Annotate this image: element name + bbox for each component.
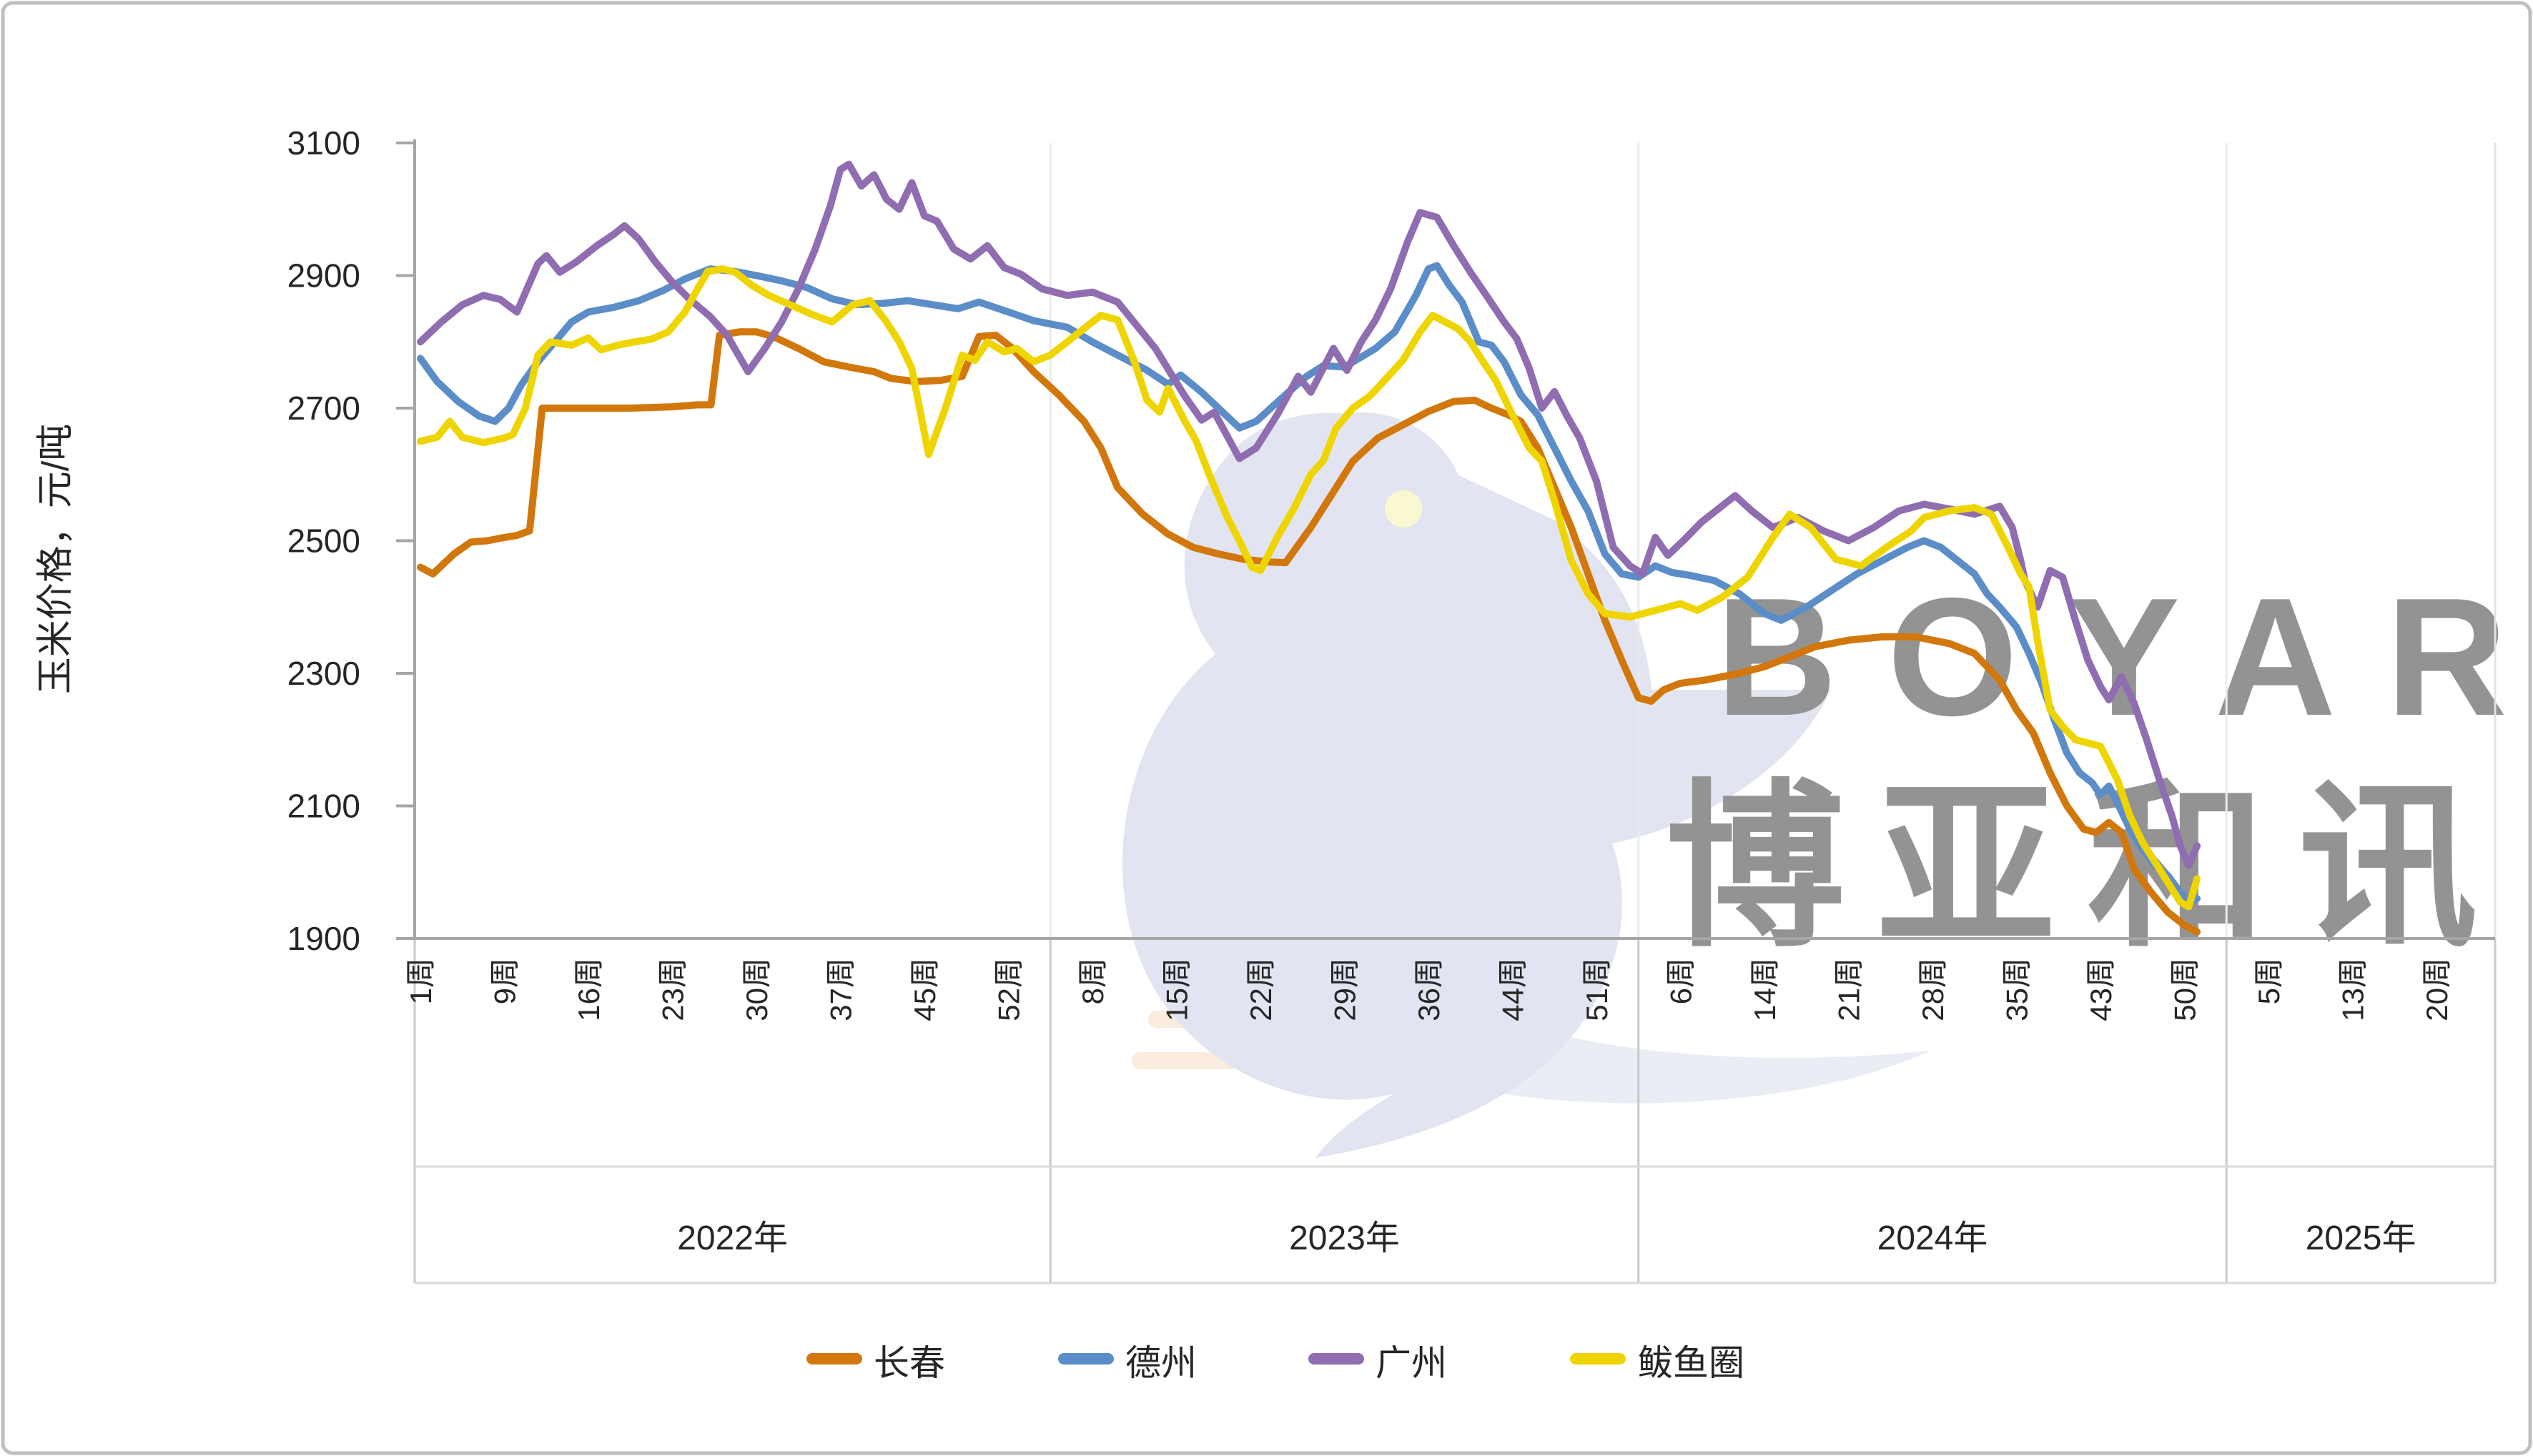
y-axis-title: 玉米价格，元/吨	[35, 424, 76, 694]
x-tick-label: 21周	[1832, 958, 1866, 1021]
x-tick-label: 23周	[656, 958, 690, 1021]
x-tick-label: 14周	[1748, 958, 1782, 1021]
x-tick-label: 52周	[992, 958, 1026, 1021]
x-tick-label: 1周	[404, 958, 438, 1004]
x-tick-label: 29周	[1328, 958, 1362, 1021]
x-tick-label: 9周	[488, 958, 522, 1004]
y-tick-label: 2500	[287, 523, 360, 560]
x-tick-label: 28周	[1916, 958, 1950, 1021]
legend-label: 鲅鱼圈	[1637, 1343, 1744, 1383]
y-tick-label: 1900	[287, 920, 360, 957]
watermark-bird-icon	[1122, 412, 1930, 1158]
y-tick-label: 2300	[287, 655, 360, 692]
x-tick-label: 5周	[2252, 958, 2286, 1004]
watermark-text: 博亚和讯	[1666, 768, 2509, 967]
bird-beak-icon	[1448, 472, 1566, 565]
x-tick-label: 20周	[2420, 958, 2454, 1021]
year-label: 2022年	[677, 1219, 788, 1257]
legend-label: 广州	[1376, 1343, 1447, 1383]
legend-label: 长春	[874, 1343, 945, 1383]
x-tick-label: 45周	[908, 958, 942, 1021]
y-tick-label: 2100	[287, 788, 360, 825]
x-tick-label: 6周	[1664, 958, 1698, 1004]
legend-label: 德州	[1125, 1343, 1197, 1383]
x-tick-label: 50周	[2168, 958, 2202, 1021]
legend-swatch	[1058, 1353, 1114, 1365]
legend-swatch	[806, 1353, 862, 1365]
legend: 长春 德州 广州 鲅鱼圈	[806, 1343, 1744, 1383]
watermark-letters: BOYAR	[1716, 563, 2533, 751]
legend-swatch	[1308, 1353, 1364, 1365]
series-line-广州	[417, 160, 2201, 869]
x-tick-label: 44周	[1496, 958, 1530, 1021]
x-tick-label: 13周	[2336, 958, 2370, 1021]
x-tick-label: 15周	[1160, 958, 1194, 1021]
x-tick-label: 43周	[2084, 958, 2118, 1021]
legend-item: 鲅鱼圈	[1570, 1343, 1744, 1383]
legend-swatch	[1570, 1353, 1626, 1365]
series-line-鲅鱼圈	[417, 265, 2201, 911]
year-label: 2025年	[2306, 1219, 2416, 1257]
watermark: BOYAR 博亚和讯	[1122, 412, 2533, 1158]
x-tick-label: 8周	[1076, 958, 1110, 1004]
legend-item: 长春	[806, 1343, 945, 1383]
year-label: 2023年	[1289, 1219, 1400, 1257]
y-tick-label: 2900	[287, 257, 360, 294]
x-tick-label: 35周	[2000, 958, 2034, 1021]
x-tick-label: 22周	[1244, 958, 1278, 1021]
x-tick-label: 36周	[1412, 958, 1446, 1021]
x-tick-label: 37周	[824, 958, 858, 1021]
x-tick-label: 30周	[740, 958, 774, 1021]
bird-eye-icon	[1385, 490, 1422, 528]
legend-item: 广州	[1308, 1343, 1447, 1383]
year-label: 2024年	[1877, 1219, 1988, 1257]
y-tick-label: 2700	[287, 390, 360, 427]
x-tick-label: 16周	[572, 958, 606, 1021]
legend-item: 德州	[1058, 1343, 1197, 1383]
x-tick-label: 51周	[1580, 958, 1614, 1021]
y-tick-label: 3100	[287, 124, 360, 162]
